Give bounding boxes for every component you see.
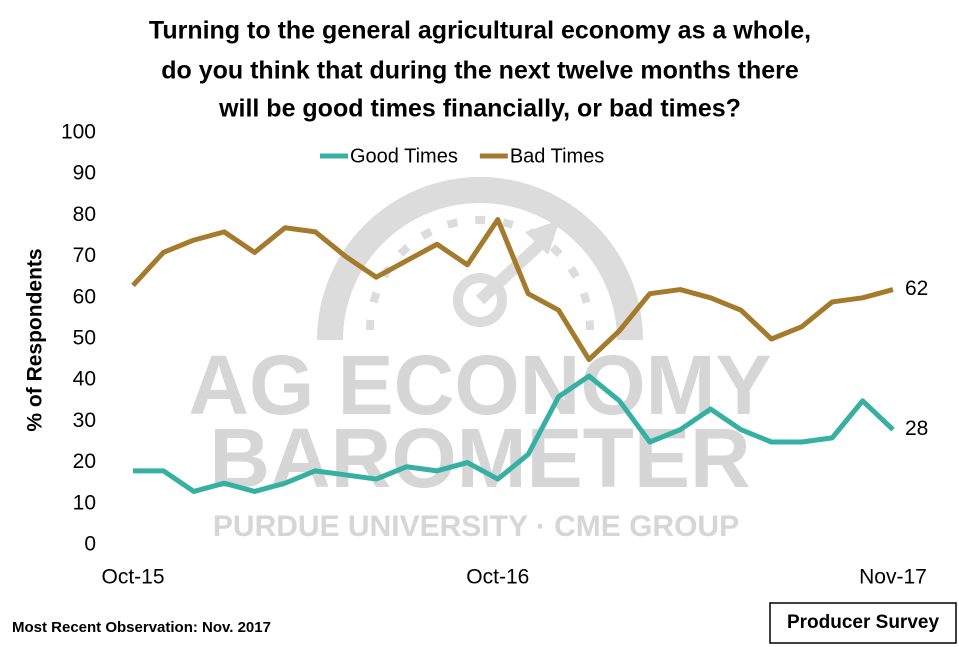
chart-title: will be good times financially, or bad t… (218, 95, 741, 123)
y-tick-label: 50 (73, 327, 96, 350)
watermark-gauge (317, 177, 643, 341)
y-tick-label: 10 (73, 491, 96, 514)
series-line (131, 217, 894, 363)
y-tick-label: 60 (73, 285, 96, 308)
badge-box (769, 602, 957, 644)
legend-label: Good Times (350, 145, 458, 167)
y-tick-label: 100 (61, 121, 96, 144)
y-tick-label: 70 (73, 244, 96, 267)
y-axis-label: % of Respondents (24, 248, 47, 431)
watermark-line: PURDUE UNIVERSITY · CME GROUP (213, 510, 739, 543)
watermark-line: BAROMETER (209, 411, 750, 505)
badge: Producer Survey (787, 612, 939, 633)
legend-label: Bad Times (510, 145, 604, 167)
x-tick-label: Oct-15 (101, 566, 164, 589)
series-line (133, 373, 895, 494)
y-tick-label: 80 (73, 203, 96, 226)
y-tick-label: 40 (73, 368, 96, 391)
footnote: Most Recent Observation: Nov. 2017 (12, 619, 271, 636)
chart-title: do you think that during the next twelve… (161, 57, 799, 85)
y-tick-label: 30 (73, 409, 96, 432)
y-tick-label: 20 (73, 450, 96, 473)
watermark-line: AG ECONOMY (188, 338, 771, 432)
x-tick-label: Oct-16 (466, 566, 529, 589)
data-label: 28 (905, 417, 928, 440)
data-label: 62 (905, 277, 928, 300)
chart-title: Turning to the general agricultural econ… (149, 17, 811, 45)
x-tick-label: Nov-17 (859, 566, 927, 589)
y-tick-label: 0 (84, 533, 96, 556)
y-tick-label: 90 (73, 162, 96, 185)
